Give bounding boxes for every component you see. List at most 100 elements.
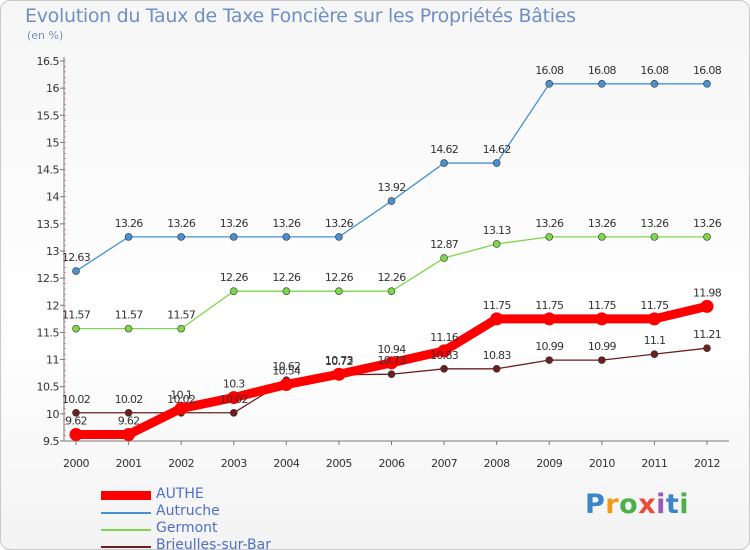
- data-label: 13.26: [693, 217, 722, 230]
- data-label: 10.99: [588, 340, 617, 353]
- data-point: [650, 80, 659, 88]
- data-point: [69, 427, 83, 441]
- data-label: 12.87: [430, 238, 459, 251]
- data-label: 13.26: [167, 217, 196, 230]
- data-point: [542, 312, 556, 326]
- data-label: 10.83: [430, 349, 459, 362]
- data-point: [703, 80, 711, 88]
- data-point: [124, 233, 133, 241]
- data-label: 10.94: [378, 343, 407, 356]
- y-tick-label: 11.5: [37, 326, 60, 339]
- data-label: 10.73: [325, 354, 354, 367]
- data-label: 10.83: [483, 349, 512, 362]
- data-point: [177, 233, 185, 241]
- x-tick-label: 2006: [379, 457, 405, 470]
- data-point: [387, 370, 396, 379]
- x-tick-label: 2003: [221, 457, 247, 470]
- data-label: 16.08: [535, 64, 564, 77]
- series-line: [75, 83, 707, 272]
- legend-swatch-brieulles-sur-bar: [101, 546, 151, 548]
- data-label: 11.21: [693, 328, 721, 341]
- data-label: 11.57: [115, 309, 144, 322]
- data-point: [440, 159, 448, 167]
- y-tick-label: 12: [46, 299, 59, 312]
- y-tick-label: 11: [46, 354, 59, 367]
- data-label: 14.62: [483, 143, 511, 156]
- logo-letter: r: [605, 489, 620, 520]
- data-label: 10.02: [115, 393, 143, 406]
- x-tick-label: 2005: [326, 457, 352, 470]
- data-point: [598, 233, 606, 241]
- data-label: 11.57: [167, 309, 196, 322]
- data-label: 13.13: [483, 224, 512, 237]
- data-point: [72, 324, 80, 333]
- proxiti-logo: Proxiti: [585, 489, 689, 520]
- data-label: 13.26: [535, 217, 564, 230]
- data-label: 11.75: [483, 299, 512, 312]
- data-point: [385, 356, 398, 370]
- data-label: 12.26: [220, 271, 249, 284]
- data-label: 11.57: [62, 309, 91, 322]
- data-point: [282, 233, 291, 241]
- data-point: [545, 233, 554, 241]
- logo-letter: x: [638, 489, 657, 520]
- data-point: [335, 233, 343, 241]
- legend-label-authe: AUTHE: [156, 486, 204, 502]
- logo-letter: o: [619, 489, 639, 520]
- data-label: 16.08: [693, 64, 722, 77]
- y-tick-label: 9.5: [43, 435, 59, 448]
- y-tick-label: 13: [46, 245, 59, 258]
- x-tick-label: 2010: [589, 457, 615, 470]
- data-point: [177, 324, 185, 333]
- data-label: 16.08: [640, 64, 669, 77]
- data-point: [700, 299, 714, 313]
- y-tick-label: 12.5: [37, 272, 60, 285]
- logo-letter: P: [585, 489, 606, 520]
- data-point: [440, 364, 448, 373]
- x-tick-label: 2009: [536, 457, 562, 470]
- chart-subtitle: (en %): [27, 29, 64, 42]
- data-point: [492, 240, 501, 248]
- data-label: 10.99: [535, 340, 564, 353]
- data-label: 11.98: [693, 286, 722, 299]
- data-label: 10.3: [223, 378, 245, 391]
- data-point: [490, 312, 504, 326]
- data-point: [387, 197, 396, 205]
- x-tick-label: 2001: [116, 457, 142, 470]
- data-point: [122, 427, 136, 441]
- data-label: 11.75: [640, 299, 669, 312]
- data-point: [124, 408, 133, 417]
- data-label: 11.75: [535, 299, 564, 312]
- data-point: [332, 367, 346, 381]
- data-point: [647, 312, 661, 326]
- data-point: [492, 364, 501, 373]
- logo-letter: t: [665, 489, 680, 520]
- legend-label-autruche: Autruche: [156, 503, 220, 519]
- logo-letter: i: [656, 489, 666, 520]
- y-tick-label: 15: [46, 136, 59, 149]
- data-point: [124, 324, 133, 333]
- y-tick-label: 14.5: [37, 164, 60, 177]
- legend-swatch-authe: [101, 491, 151, 500]
- data-label: 13.26: [220, 217, 249, 230]
- x-tick-label: 2008: [484, 457, 510, 470]
- data-point: [72, 408, 80, 417]
- data-point: [545, 356, 554, 364]
- y-tick-label: 10: [46, 408, 59, 421]
- data-label: 10.02: [62, 393, 90, 406]
- x-tick-label: 2012: [694, 457, 720, 470]
- legend-swatch-germont: [101, 529, 151, 531]
- data-point: [545, 80, 554, 88]
- data-label: 13.26: [115, 217, 144, 230]
- data-label: 12.63: [62, 251, 91, 264]
- y-tick-label: 10.5: [37, 381, 60, 394]
- data-label: 12.26: [325, 271, 354, 284]
- data-point: [703, 344, 711, 352]
- data-point: [229, 233, 238, 241]
- x-tick-label: 2011: [641, 457, 667, 470]
- data-point: [598, 80, 606, 88]
- data-label: 10.73: [378, 354, 407, 367]
- data-label: 12.26: [378, 271, 407, 284]
- data-label: 9.62: [118, 414, 140, 427]
